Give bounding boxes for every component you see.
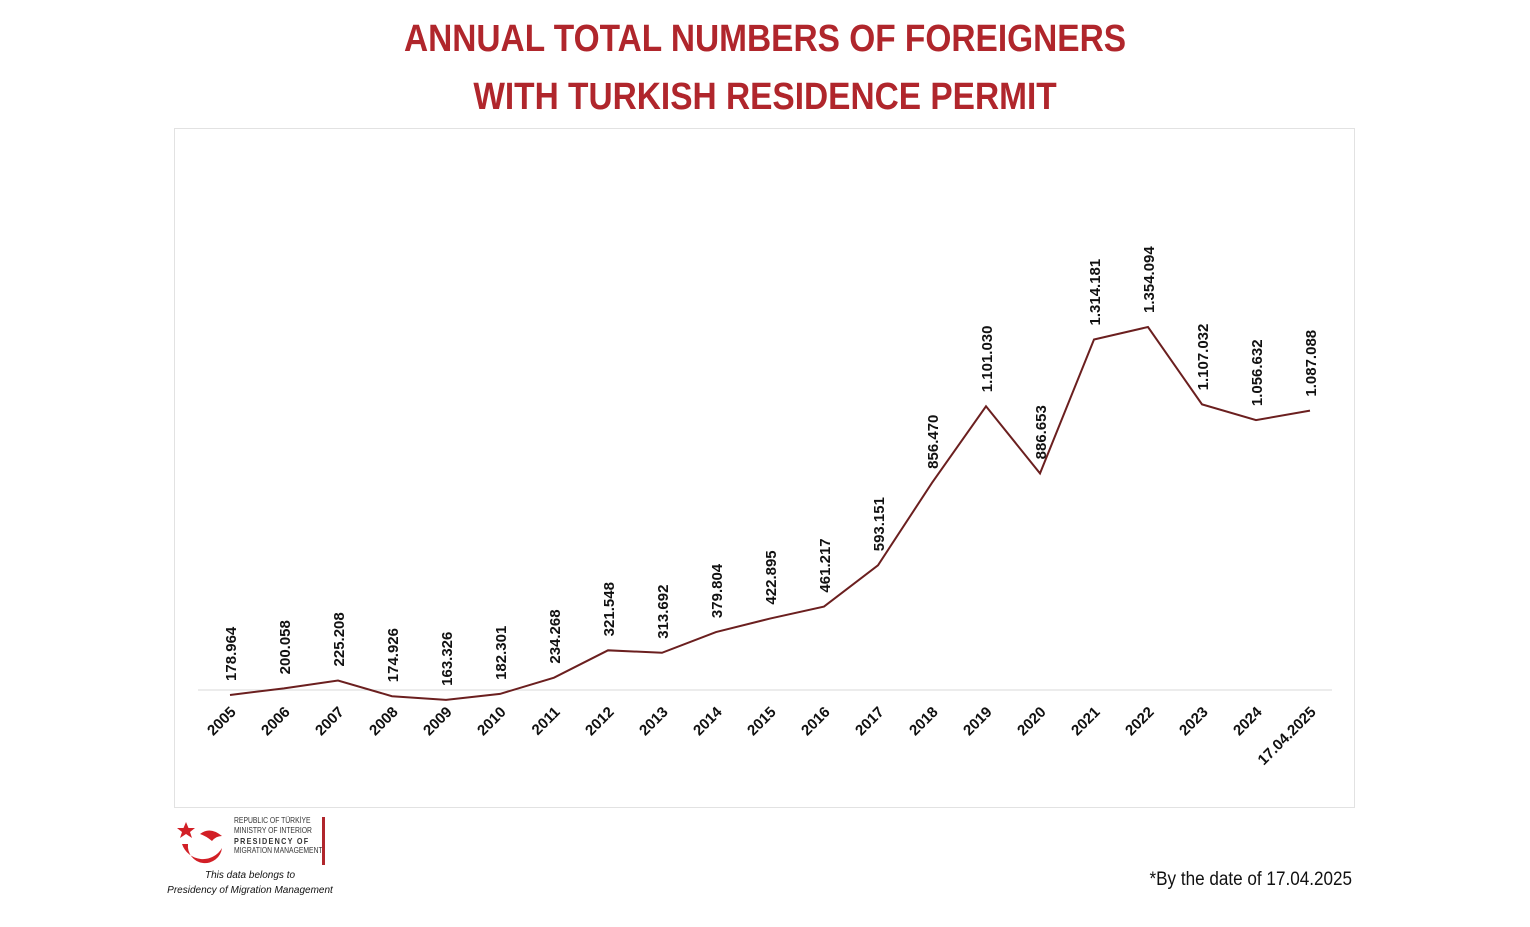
x-tick-label: 2016 (798, 704, 834, 740)
star-icon (177, 822, 195, 838)
chart-title-line1: ANNUAL TOTAL NUMBERS OF FOREIGNERS (403, 18, 1127, 60)
chart-title-line2: WITH TURKISH RESIDENCE PERMIT (473, 76, 1057, 118)
x-tick-label: 2011 (529, 704, 564, 739)
data-label: 1.101.030 (979, 326, 996, 393)
data-label: 856.470 (925, 415, 942, 469)
caption-line2: Presidency of Migration Management (167, 885, 333, 896)
logo-line1: REPUBLIC OF TÜRKİYE (234, 816, 311, 825)
data-label: 174.926 (385, 628, 402, 682)
data-label: 163.326 (439, 632, 456, 686)
data-label: 178.964 (223, 626, 240, 681)
data-label: 1.354.094 (1141, 246, 1158, 313)
data-label: 379.804 (709, 563, 726, 618)
x-tick-label: 2015 (744, 704, 780, 740)
x-tick-label: 2018 (906, 704, 942, 740)
data-label: 1.314.181 (1087, 259, 1104, 326)
logo-text: REPUBLIC OF TÜRKİYE MINISTRY OF INTERIOR… (234, 816, 323, 856)
x-tick-label: 2007 (312, 704, 348, 740)
footnote: *By the date of 17.04.2025 (1149, 869, 1352, 890)
x-tick-label: 2020 (1014, 704, 1050, 740)
x-tick-label: 2008 (366, 704, 402, 740)
crescent-icon (182, 844, 222, 864)
data-label: 1.056.632 (1249, 339, 1266, 406)
data-label: 321.548 (601, 582, 618, 636)
data-label: 225.208 (331, 612, 348, 666)
logo-line2: MINISTRY OF INTERIOR (234, 826, 312, 835)
x-tick-label: 2023 (1176, 704, 1212, 740)
bird-icon (200, 830, 222, 841)
logo-line3: PRESIDENCY OF (234, 836, 310, 846)
data-label: 422.895 (763, 550, 780, 604)
caption-line1: This data belongs to (204, 870, 296, 881)
data-label: 182.301 (493, 626, 510, 680)
data-label: 886.653 (1033, 405, 1050, 459)
x-tick-label: 2006 (258, 704, 294, 740)
data-label: 1.107.032 (1195, 324, 1212, 391)
data-label: 234.268 (547, 609, 564, 663)
x-tick-label: 2022 (1122, 704, 1158, 740)
data-label: 593.151 (871, 497, 888, 551)
data-label: 1.087.088 (1303, 330, 1320, 397)
x-tick-label: 2014 (690, 703, 726, 739)
data-label: 313.692 (655, 585, 672, 639)
x-tick-label: 17.04.2025 (1255, 704, 1320, 769)
x-tick-label: 2017 (852, 704, 888, 740)
logo-line4: MIGRATION MANAGEMENT (234, 846, 323, 855)
x-tick-label: 2021 (1068, 704, 1104, 740)
x-tick-label: 2019 (960, 704, 996, 740)
x-tick-label: 2005 (204, 704, 240, 740)
x-tick-label: 2009 (420, 704, 456, 740)
x-tick-label: 2012 (582, 704, 618, 740)
chart-frame (174, 128, 1355, 808)
data-label: 461.217 (817, 538, 834, 592)
x-tick-label: 2024 (1230, 703, 1266, 739)
logo-divider (322, 817, 325, 865)
data-owner-caption: This data belongs to Presidency of Migra… (160, 868, 340, 898)
x-tick-label: 2010 (474, 704, 510, 740)
x-tick-label: 2013 (636, 704, 672, 740)
migration-logo-icon (177, 822, 222, 864)
data-label: 200.058 (277, 620, 294, 674)
